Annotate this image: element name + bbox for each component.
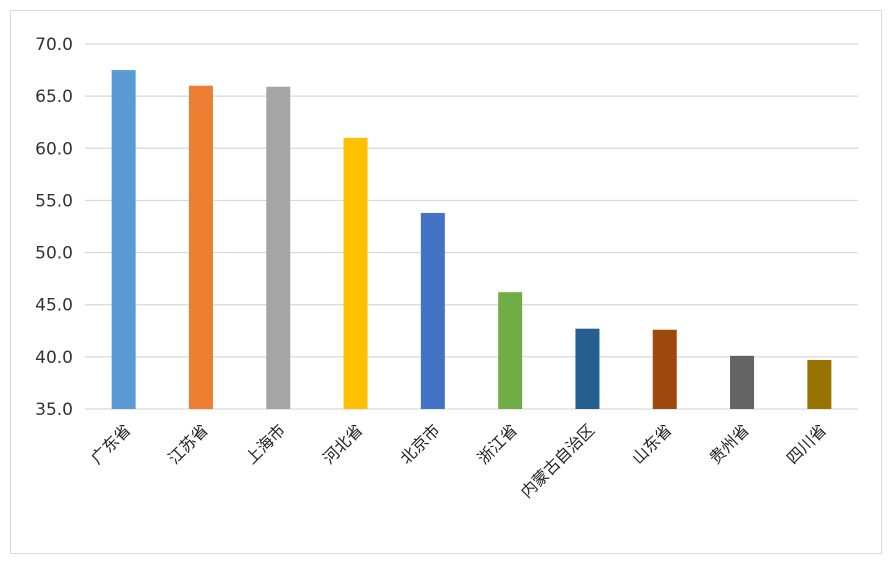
chart-frame [10, 10, 882, 554]
bar [266, 86, 291, 409]
x-tick-label: 内蒙古自治区 [517, 420, 598, 501]
x-tick-label: 山东省 [628, 420, 675, 467]
y-tick-label: 60.0 [35, 139, 73, 159]
bar [111, 70, 136, 410]
x-tick-label: 四川省 [783, 420, 830, 467]
x-tick-label: 浙江省 [474, 420, 521, 467]
x-tick-label: 河北省 [319, 420, 366, 467]
x-tick-label: 广东省 [87, 420, 134, 467]
y-tick-label: 65.0 [35, 87, 73, 107]
y-tick-label: 70.0 [35, 35, 73, 55]
bar [807, 359, 832, 409]
x-tick-label: 江苏省 [164, 420, 211, 467]
bar [498, 292, 523, 409]
y-tick-label: 40.0 [35, 348, 73, 368]
x-tick-label: 北京市 [396, 420, 443, 467]
x-tick-label: 上海市 [242, 420, 289, 467]
y-tick-label: 55.0 [35, 191, 73, 211]
bar [730, 355, 755, 409]
bar [575, 328, 600, 409]
bar [188, 85, 213, 409]
bar [652, 329, 677, 409]
bar [420, 212, 445, 409]
y-tick-label: 45.0 [35, 296, 73, 316]
y-tick-label: 50.0 [35, 244, 73, 264]
y-tick-label: 35.0 [35, 400, 73, 420]
bar [343, 137, 368, 409]
x-tick-label: 贵州省 [705, 420, 752, 467]
